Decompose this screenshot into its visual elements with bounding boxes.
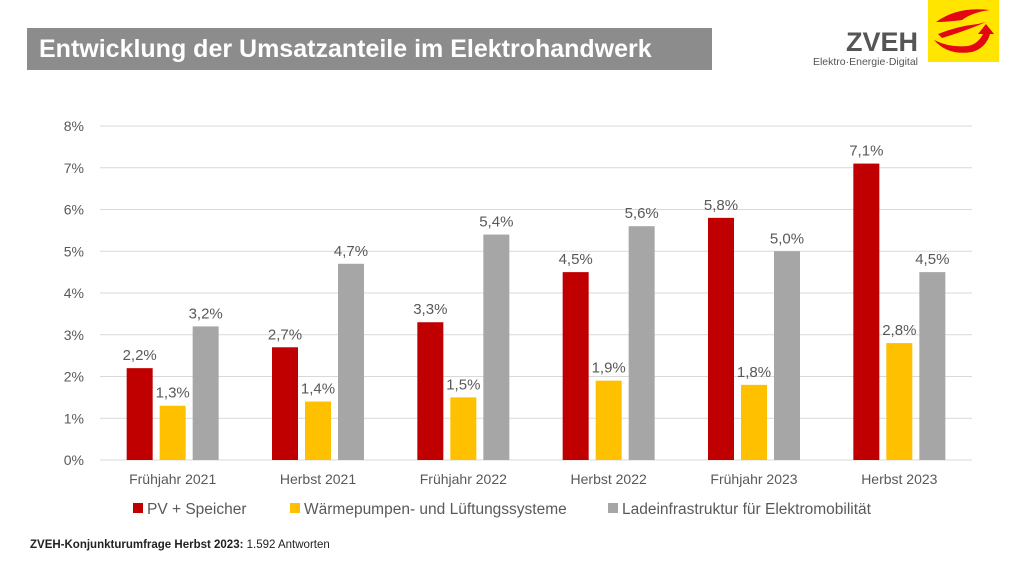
data-label: 5,8% [704,197,738,214]
bar [450,397,477,460]
y-tick-label: 5% [64,243,84,259]
data-label: 5,4% [479,214,513,231]
data-label: 1,9% [592,360,626,377]
bar [305,401,331,460]
zveh-logo-icon [928,0,999,62]
bar [192,326,219,460]
x-tick-label: Frühjahr 2022 [420,471,507,487]
logo-name: ZVEH [845,27,918,57]
bar [628,226,655,460]
source-rest: 1.592 Antworten [246,539,330,551]
data-label: 1,3% [156,385,190,402]
logo-tagline: Elektro·Energie·Digital [812,56,918,68]
data-label: 1,4% [301,381,335,398]
legend-swatch [290,503,300,513]
x-tick-label: Frühjahr 2021 [129,471,216,487]
bar [595,380,622,460]
data-label: 4,5% [559,251,593,268]
bar [708,217,734,460]
bar [417,322,444,460]
legend-label: PV + Speicher [147,501,247,518]
x-tick-label: Herbst 2021 [280,471,356,487]
bar [159,405,186,460]
data-label: 5,6% [625,205,659,222]
source-note: ZVEH-Konjunkturumfrage Herbst 2023: 1.59… [30,539,330,551]
data-label: 2,2% [123,347,157,364]
y-tick-label: 2% [64,369,84,385]
legend-label: Wärmepumpen- und Lüftungssysteme [304,501,567,518]
y-tick-label: 8% [64,118,84,134]
bar [483,234,510,460]
y-tick-label: 3% [64,327,84,343]
bar [741,384,767,460]
bar [338,263,364,460]
y-tick-label: 7% [64,160,84,176]
data-label: 2,8% [882,322,916,339]
y-tick-label: 6% [64,202,84,218]
data-label: 1,8% [737,364,771,381]
data-label: 5,0% [770,230,804,247]
bar [774,251,800,460]
bar [126,368,153,460]
y-tick-label: 4% [64,285,84,301]
legend-swatch [608,503,618,513]
bar-chart: 0% 1% 2% 3% 4% 5% 6% 7% 8% 2,2% 1,3% 3,2% Frühjahr 2… [64,118,972,518]
x-tick-label: Frühjahr 2023 [710,471,797,487]
data-label: 4,7% [334,243,368,260]
data-label: 3,3% [413,301,447,318]
x-tick-label: Herbst 2022 [571,471,647,487]
y-tick-label: 1% [64,410,84,426]
zveh-logo-text: ZVEH Elektro·Energie·Digital [808,28,918,68]
data-label: 7,1% [849,143,883,160]
legend-label: Ladeinfrastruktur für Elektromobilität [622,501,872,518]
bar [853,163,880,460]
bar [562,272,589,460]
data-label: 1,5% [446,376,480,393]
data-label: 2,7% [268,326,302,343]
page-title: Entwicklung der Umsatzanteile im Elektro… [27,28,712,70]
bar [886,343,913,460]
bar [919,272,946,460]
data-label: 3,2% [189,305,223,322]
data-label: 4,5% [915,251,949,268]
x-tick-label: Herbst 2023 [861,471,937,487]
legend-swatch [133,503,143,513]
source-bold: ZVEH-Konjunkturumfrage Herbst 2023: [30,539,244,551]
bar [272,347,298,460]
y-tick-label: 0% [64,452,84,468]
